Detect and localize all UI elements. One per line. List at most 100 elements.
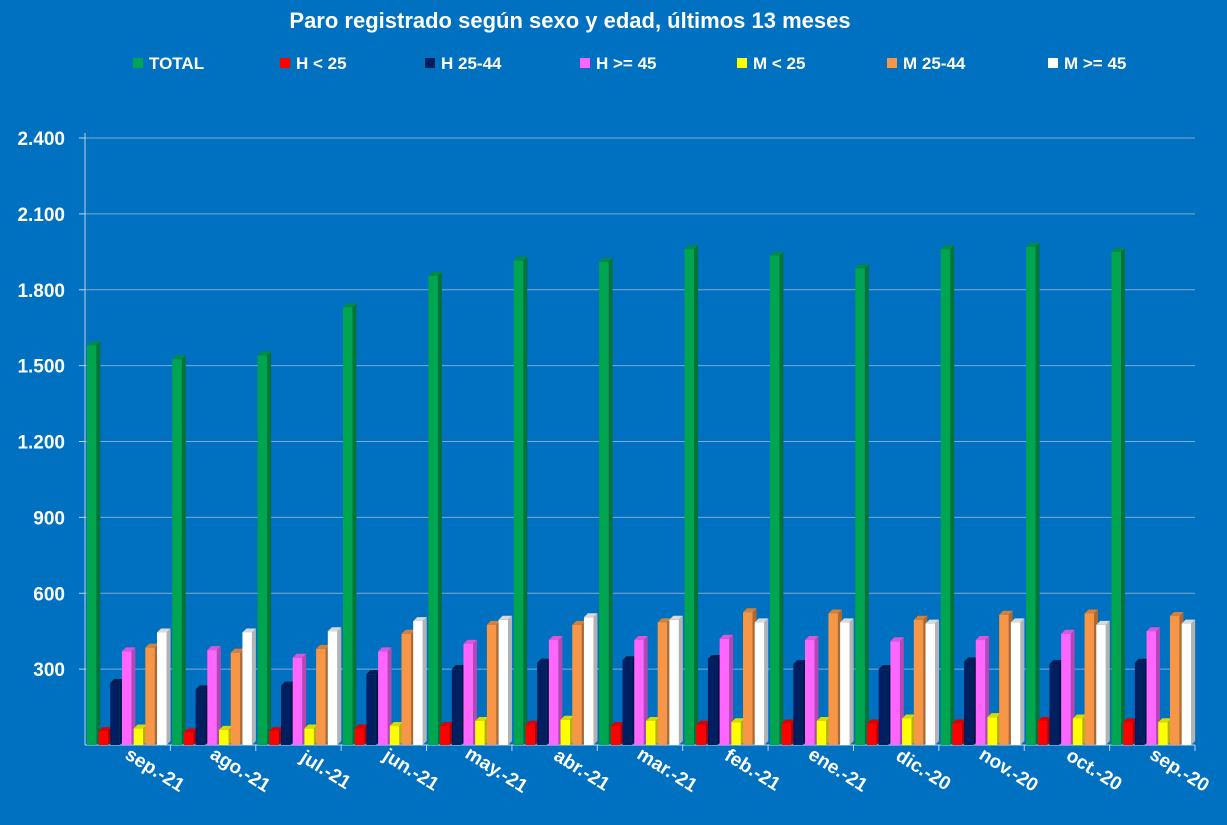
bar-front <box>902 718 912 745</box>
bar-top <box>902 714 916 719</box>
bar-front <box>463 643 473 745</box>
x-tick-label-may-21: may.-21 <box>461 743 531 798</box>
bar-total-ago-21 <box>172 355 186 745</box>
bar-front <box>230 652 241 745</box>
bar-front <box>940 249 951 746</box>
bar-h-25-nov-20 <box>952 719 966 745</box>
bar-top <box>719 634 734 639</box>
bar-front <box>548 640 559 745</box>
bar-m-25-44-nov-20 <box>999 610 1013 745</box>
bar-total-mar-21 <box>599 257 613 745</box>
bar-top <box>525 720 539 725</box>
bar-top <box>940 245 955 250</box>
bar-top <box>1084 609 1099 614</box>
bar-front <box>316 648 326 745</box>
legend-label-m-25-44: M 25-44 <box>903 54 966 73</box>
bar-front <box>1026 246 1036 746</box>
bar-top <box>1061 629 1075 634</box>
bar-total-ene-21 <box>769 251 784 745</box>
bar-top <box>634 636 648 641</box>
bar-h-45-sep-21 <box>121 647 136 745</box>
bar-top <box>86 341 101 346</box>
legend-label-h-25-44: H 25-44 <box>441 54 502 73</box>
y-tick-label: 2.400 <box>17 129 65 150</box>
bar-top <box>440 722 454 727</box>
bar-front <box>292 657 303 745</box>
x-tick-label-sep-20: sep.-20 <box>1146 744 1213 797</box>
bar-front <box>219 729 229 745</box>
bar-side <box>558 636 563 745</box>
bar-front <box>1084 613 1095 745</box>
y-tick-label: 600 <box>33 584 65 605</box>
bar-top <box>793 660 807 665</box>
bar-front <box>878 669 889 745</box>
bar-top <box>622 656 637 661</box>
bar-m-25-mar-21 <box>645 716 660 745</box>
bar-front <box>855 268 865 745</box>
bar-front <box>366 674 376 745</box>
bar-top <box>1096 620 1110 625</box>
bar-h-25-44-jul-21 <box>281 681 295 745</box>
bar-m-45-nov-20 <box>1010 618 1025 745</box>
bar-top <box>451 665 466 670</box>
bar-front <box>525 724 535 745</box>
bar-top <box>743 608 757 613</box>
bar-top <box>878 665 893 670</box>
bar-front <box>257 355 268 745</box>
bar-side <box>1105 620 1110 745</box>
bar-h-25-sep-21 <box>98 727 113 745</box>
bar-h-25-44-mar-21 <box>622 656 637 745</box>
bar-m-25-sep-20 <box>1158 718 1172 745</box>
bar-side <box>608 257 613 745</box>
bar-top <box>342 303 357 308</box>
bar-front <box>537 662 547 745</box>
bar-h-45-abr-21 <box>548 636 563 745</box>
bar-top <box>999 610 1013 615</box>
x-tick-label-nov-20: nov.-20 <box>975 744 1041 796</box>
bar-front <box>354 728 365 745</box>
bar-h-25-44-oct-20 <box>1049 660 1063 745</box>
legend-swatch-total <box>133 58 143 68</box>
bar-h-25-ago-21 <box>183 728 198 745</box>
bar-front <box>805 640 815 745</box>
bar-front <box>1072 718 1083 745</box>
bar-front <box>195 689 206 745</box>
bar-h-25-sep-20 <box>1123 718 1137 745</box>
bar-top <box>964 657 978 662</box>
bar-top <box>707 655 722 660</box>
bar-h-25-ene-21 <box>781 719 796 745</box>
x-tick-label-feb-21: feb.-21 <box>721 745 784 795</box>
bar-top <box>316 644 330 649</box>
bar-total-sep-20 <box>1111 247 1125 745</box>
bar-h-25-jun-21 <box>354 724 369 745</box>
bar-h-25-may-21 <box>440 722 454 745</box>
bar-top <box>1181 619 1196 624</box>
x-tick-label-abr-21: abr.-21 <box>550 745 613 796</box>
bar-h-45-dic-20 <box>890 637 904 745</box>
bar-m-25-44-ene-21 <box>828 609 842 745</box>
bar-front <box>645 720 656 745</box>
bar-h-25-oct-20 <box>1037 716 1052 745</box>
x-tick-label-ene-21: ene.-21 <box>804 744 871 797</box>
bar-front <box>781 723 792 745</box>
bar-h-45-may-21 <box>463 639 477 745</box>
bar-side <box>387 647 392 745</box>
bar-m-25-44-mar-21 <box>657 618 672 745</box>
bar-front <box>413 621 423 745</box>
bar-top <box>855 264 869 269</box>
bar-front <box>560 719 571 745</box>
bar-h-25-44-feb-21 <box>707 655 722 745</box>
y-tick-label: 900 <box>33 508 65 529</box>
y-tick-label: 1.500 <box>17 357 65 378</box>
bar-top <box>145 643 159 648</box>
bar-top <box>183 728 198 733</box>
x-tick-label-ago-21: ago.-21 <box>206 744 274 797</box>
bar-m-25-44-sep-20 <box>1169 612 1184 745</box>
bar-m-25-sep-21 <box>133 724 148 745</box>
bar-m-25-44-oct-20 <box>1084 609 1099 745</box>
bar-top <box>257 351 272 356</box>
bar-h-25-44-ago-21 <box>195 685 210 745</box>
bar-top <box>537 658 551 663</box>
bar-m-25-jun-21 <box>389 722 404 745</box>
bar-top <box>195 685 210 690</box>
